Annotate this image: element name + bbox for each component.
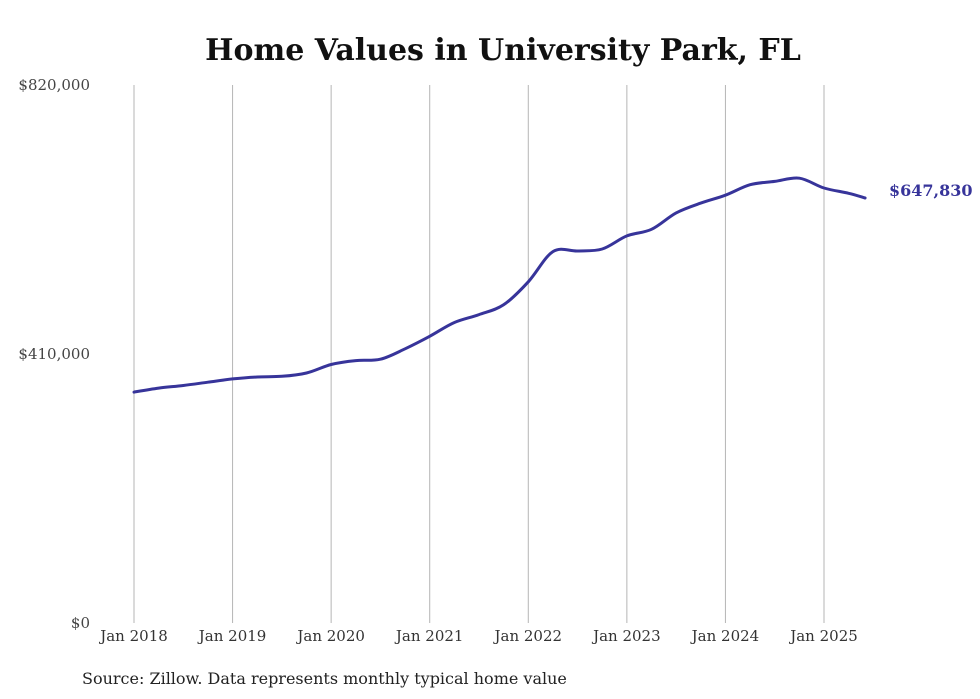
x-tick-label: Jan 2025 — [788, 627, 858, 645]
y-axis: $0 $410,000 $820,000 — [18, 76, 90, 632]
grid-lines — [133, 85, 825, 623]
y-tick-label: $0 — [71, 614, 90, 632]
x-tick-label: Jan 2020 — [295, 627, 365, 645]
x-tick-label: Jan 2021 — [394, 627, 464, 645]
series-layer — [132, 176, 867, 394]
y-tick-label: $820,000 — [18, 76, 90, 94]
x-tick-label: Jan 2023 — [591, 627, 661, 645]
y-tick-label: $410,000 — [18, 345, 90, 363]
chart-title: Home Values in University Park, FL — [205, 33, 801, 68]
x-tick-label: Jan 2024 — [690, 627, 760, 645]
x-tick-label: Jan 2019 — [197, 627, 267, 645]
x-axis: Jan 2018 Jan 2019 Jan 2020 Jan 2021 Jan 2022… — [98, 627, 858, 645]
x-tick-label: Jan 2018 — [98, 627, 168, 645]
x-tick-label: Jan 2022 — [493, 627, 563, 645]
source-note: Source: Zillow. Data represents monthly … — [82, 669, 567, 688]
end-value-label: $647,830 — [889, 181, 973, 200]
series-line — [132, 176, 867, 394]
